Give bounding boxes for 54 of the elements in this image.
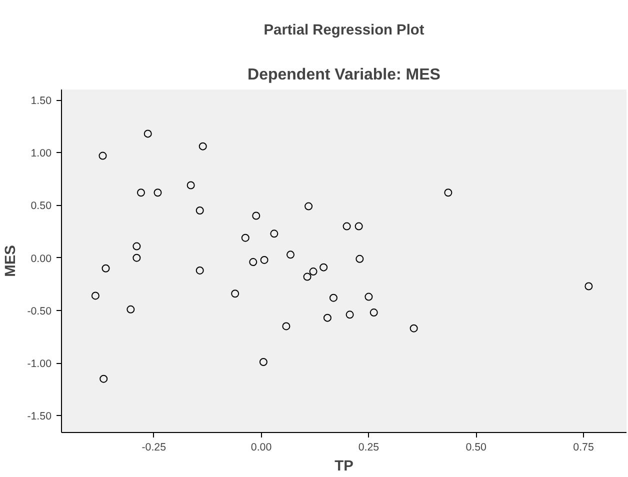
point [304, 202, 313, 210]
x-tick-label: -0.25 [142, 442, 166, 454]
point [144, 130, 152, 138]
point [329, 294, 338, 302]
point [356, 254, 364, 263]
y-tick-label: -1.50 [27, 410, 52, 423]
point [320, 263, 328, 272]
x-tick-label: 0.00 [250, 442, 272, 454]
chart-title: Partial Regression Plot [264, 22, 424, 38]
point [323, 314, 332, 322]
y-tick-label: -0.50 [27, 305, 52, 318]
point [196, 206, 204, 214]
point [364, 292, 373, 301]
y-tick-label: -1.00 [27, 358, 52, 370]
point [198, 142, 207, 150]
point [249, 258, 258, 266]
point [270, 230, 278, 238]
point [100, 374, 108, 383]
x-axis-title: TP [334, 458, 354, 474]
point [286, 250, 295, 259]
y-tick-label: 1.50 [30, 95, 52, 108]
point [444, 188, 452, 197]
x-tick-label: 0.75 [573, 442, 594, 454]
point [260, 256, 268, 264]
point [241, 234, 250, 242]
point [231, 290, 240, 298]
x-tick-label: 0.50 [466, 442, 487, 454]
point [303, 272, 312, 281]
point [342, 222, 351, 230]
point [132, 254, 141, 262]
point [346, 310, 354, 319]
point [370, 308, 378, 317]
x-tick-label: 0.25 [358, 442, 380, 454]
point [126, 305, 135, 314]
point [154, 188, 162, 197]
point [259, 358, 268, 366]
point [584, 282, 593, 290]
point [354, 222, 363, 230]
point [309, 268, 318, 276]
point [196, 266, 204, 274]
y-tick-label: 0.50 [30, 200, 52, 212]
point [252, 212, 260, 220]
point [132, 242, 141, 250]
point [98, 152, 107, 160]
chart-subtitle: Dependent Variable: MES [248, 66, 441, 84]
point [91, 292, 100, 300]
y-axis-title: MES [3, 244, 20, 277]
point [102, 264, 110, 272]
point [186, 181, 195, 190]
point [136, 188, 145, 197]
point [410, 324, 418, 332]
y-tick-label: 1.00 [30, 148, 52, 160]
y-tick-label: 0.00 [30, 252, 52, 265]
point [282, 322, 290, 330]
